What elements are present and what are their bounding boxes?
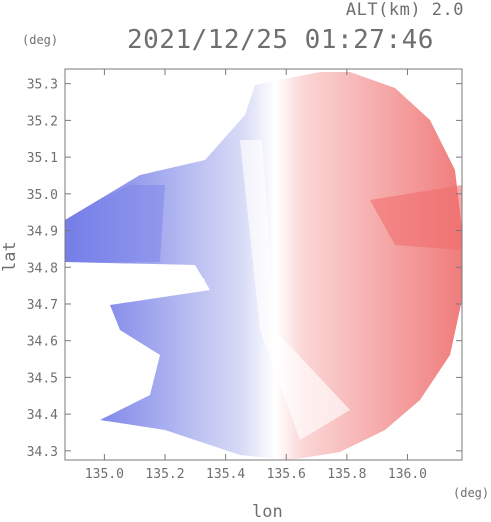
y-tick-label: 34.5 — [27, 371, 58, 386]
y-tick-label: 34.6 — [27, 335, 58, 350]
x-axis-unit: (deg) — [453, 486, 490, 500]
y-tick-label: 34.3 — [27, 445, 58, 460]
y-tick-label: 35.1 — [27, 151, 58, 166]
no-data-notch — [65, 263, 205, 300]
altitude-label: ALT(km) 2.0 — [345, 0, 464, 20]
plot-frame — [64, 68, 463, 461]
x-axis-title: lon — [252, 502, 283, 522]
x-tick-label: 135.4 — [206, 467, 245, 482]
x-tick-label: 135.8 — [327, 467, 366, 482]
y-axis-unit: (deg) — [22, 33, 59, 47]
y-tick-label: 35.2 — [27, 114, 58, 129]
timestamp-title: 2021/12/25 01:27:46 — [127, 25, 434, 55]
x-tick-label: 135.2 — [145, 467, 184, 482]
x-tick-label: 136.0 — [388, 467, 427, 482]
strong-approach-patch — [65, 185, 165, 262]
y-tick-label: 34.7 — [27, 298, 58, 313]
y-tick-label: 35.0 — [27, 188, 58, 203]
y-tick-label: 34.4 — [27, 408, 58, 423]
axes: 135.0 135.2 135.4 135.6 135.8 136.0 34.3 34.4 34… — [27, 69, 462, 482]
y-tick-label: 34.9 — [27, 225, 58, 240]
y-tick-label: 35.3 — [27, 78, 58, 93]
strong-recede-patch — [370, 185, 462, 250]
y-tick-label: 34.8 — [27, 261, 58, 276]
zero-velocity-band — [240, 140, 350, 440]
doppler-field — [65, 72, 462, 460]
x-tick-label: 135.0 — [85, 467, 124, 482]
x-tick-label: 135.6 — [267, 467, 306, 482]
